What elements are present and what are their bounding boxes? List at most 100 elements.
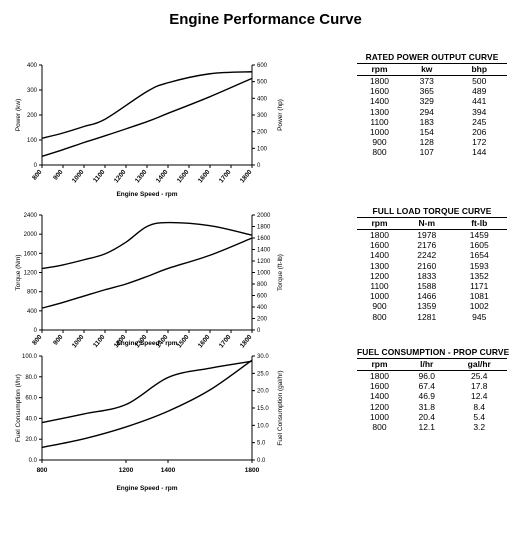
table-row: 1600 2176 1605 xyxy=(357,240,507,250)
fuel-chart: 0.0 20.0 40.0 60.0 80.0 100.0 0.0 5.0 10.0 15.0 20… xyxy=(15,354,284,492)
table-cell: 329 xyxy=(419,96,434,107)
table-row: 1300 2160 1593 xyxy=(357,261,507,271)
y2-tick-label: 2000 xyxy=(257,213,271,219)
table-cell: 1459 xyxy=(469,230,489,240)
table-cell: 1300 xyxy=(370,260,389,271)
table-row: 1800 373 500 xyxy=(357,76,507,87)
x-tick-label: 1600 xyxy=(197,168,212,184)
table-cell: 1000 xyxy=(370,127,389,138)
y2-tick-label: 600 xyxy=(257,63,268,69)
table-title: FULL LOAD TORQUE CURVE xyxy=(357,206,507,218)
y-tick-label: 2400 xyxy=(24,213,38,219)
table-row: 1600 365 489 xyxy=(357,86,507,96)
y2-tick-label: 400 xyxy=(257,305,268,311)
y2-tick-label: 1200 xyxy=(257,259,271,265)
table-cell: 1800 xyxy=(370,371,389,381)
x-tick-label: 1800 xyxy=(245,467,260,474)
table-row: 1300 294 394 xyxy=(357,107,507,117)
table-cell: 20.4 xyxy=(418,411,436,422)
table-row: 800 1281 945 xyxy=(357,312,507,322)
axes-frame xyxy=(41,356,253,461)
table-header: kw xyxy=(402,64,452,76)
axes-frame xyxy=(41,65,253,166)
table-cell: 67.4 xyxy=(418,381,436,392)
y2-tick-label: 200 xyxy=(257,130,268,136)
x-tick-label: 1500 xyxy=(176,333,191,349)
table-cell: 144 xyxy=(472,147,487,158)
x-tick-label: 1000 xyxy=(71,333,86,349)
y2-tick-label: 5.0 xyxy=(257,441,266,447)
y-tick-label: 100 xyxy=(27,138,38,144)
table-cell: 1400 xyxy=(370,96,389,107)
y2-axis-title: Fuel Consumption (gal/hr) xyxy=(277,370,284,445)
series-line xyxy=(41,71,253,139)
table-row: 900 128 172 xyxy=(357,137,507,147)
y2-tick-label: 20.0 xyxy=(257,389,269,395)
x-tick-label: 1100 xyxy=(92,333,107,349)
table-cell: 154 xyxy=(419,127,434,138)
y2-tick-label: 1000 xyxy=(257,271,271,277)
table-cell: 365 xyxy=(419,86,434,97)
rated-power-table: RATED POWER OUTPUT CURVE rpm kw bhp 1800 373 5… xyxy=(357,52,507,158)
y2-tick-label: 30.0 xyxy=(257,354,269,360)
table-row: 800 107 144 xyxy=(357,147,507,157)
table-cell: 1466 xyxy=(417,291,437,302)
table-row: 1000 20.4 5.4 xyxy=(357,412,507,422)
table-row: 1600 67.4 17.8 xyxy=(357,381,507,391)
table-cell: 1593 xyxy=(469,260,489,271)
y2-tick-label: 500 xyxy=(257,80,268,86)
x-tick-label: 1200 xyxy=(119,467,134,474)
y-tick-label: 1600 xyxy=(24,251,38,257)
x-tick-label: 800 xyxy=(31,334,44,347)
y2-tick-label: 1400 xyxy=(257,248,271,254)
x-tick-label: 1700 xyxy=(218,168,233,184)
series-line xyxy=(41,221,253,270)
y-tick-label: 800 xyxy=(27,290,38,296)
table-cell: 1100 xyxy=(370,281,389,292)
table-cell: 46.9 xyxy=(418,391,436,402)
table-row: 1200 31.8 8.4 xyxy=(357,402,507,412)
x-tick-label: 1400 xyxy=(155,168,170,184)
x-tick-label: 900 xyxy=(52,334,65,347)
y-tick-label: 0 xyxy=(34,328,38,334)
y2-tick-label: 15.0 xyxy=(257,406,269,412)
series-line xyxy=(41,237,253,309)
y-tick-label: 400 xyxy=(27,63,38,69)
table-cell: 31.8 xyxy=(418,401,436,412)
y2-tick-label: 0 xyxy=(257,328,261,334)
y2-tick-label: 1600 xyxy=(257,236,271,242)
table-cell: 1000 xyxy=(370,411,389,422)
table-header: N-m xyxy=(402,218,452,230)
table-cell: 12.1 xyxy=(418,422,436,433)
x-tick-label: 1200 xyxy=(113,168,128,184)
axes-frame xyxy=(41,215,253,331)
fuel-consumption-table: FUEL CONSUMPTION - PROP CURVE rpm l/hr gal/… xyxy=(357,347,510,433)
page-title: Engine Performance Curve xyxy=(169,11,362,28)
y2-tick-label: 0.0 xyxy=(257,458,266,464)
table-cell: 1300 xyxy=(370,106,389,117)
table-cell: 1100 xyxy=(370,116,389,127)
table-cell: 1400 xyxy=(370,250,389,261)
table-cell: 1654 xyxy=(469,250,489,261)
table-cell: 1588 xyxy=(417,281,437,292)
table-cell: 1200 xyxy=(370,270,389,281)
x-tick-label: 1500 xyxy=(176,168,191,184)
table-row: 1100 1588 1171 xyxy=(357,281,507,291)
y2-axis-title: Torque (ft-lb) xyxy=(277,254,284,291)
table-cell: 1605 xyxy=(469,240,489,251)
table-cell: 12.4 xyxy=(470,391,488,402)
x-tick-label: 1800 xyxy=(239,333,254,349)
table-cell: 5.4 xyxy=(473,411,486,422)
table-title: FUEL CONSUMPTION - PROP CURVE xyxy=(357,347,510,359)
table-row: 900 1359 1002 xyxy=(357,301,507,311)
table-cell: 800 xyxy=(372,147,387,158)
x-tick-label: 1100 xyxy=(92,168,107,184)
table-cell: 107 xyxy=(419,147,434,158)
table-cell: 8.4 xyxy=(473,401,486,412)
x-tick-label: 1700 xyxy=(218,333,233,349)
table-cell: 1171 xyxy=(470,281,489,292)
y2-tick-label: 800 xyxy=(257,282,268,288)
torque-chart: 0 400 800 1200 1600 2000 2400 0 200 400 600 800 1000… xyxy=(15,213,284,349)
table-cell: 373 xyxy=(419,76,434,86)
x-tick-label: 1400 xyxy=(161,467,176,474)
